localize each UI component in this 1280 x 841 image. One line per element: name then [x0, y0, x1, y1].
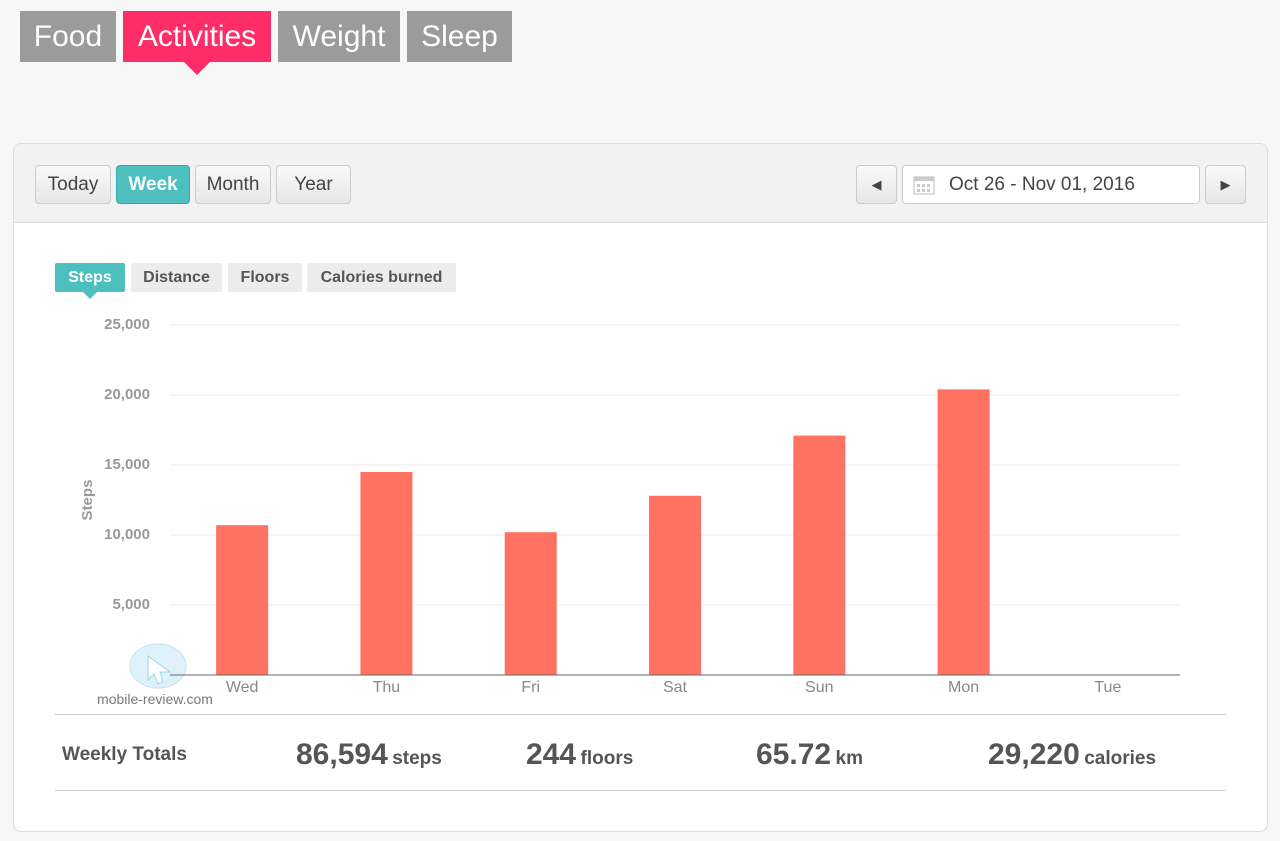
period-today[interactable]: Today [35, 165, 111, 204]
period-month[interactable]: Month [195, 165, 271, 204]
metric-steps[interactable]: Steps [55, 263, 125, 299]
total-unit: calories [1084, 748, 1157, 769]
panel [13, 143, 1268, 832]
watermark-icon [129, 643, 187, 689]
next-button[interactable]: ▶ [1205, 165, 1246, 204]
metric-distance[interactable]: Distance [131, 263, 222, 292]
x-tick-label: Fri [521, 679, 540, 696]
divider [55, 790, 1226, 791]
total-floors: 244 floors [526, 735, 633, 775]
period-year[interactable]: Year [276, 165, 351, 204]
bar [649, 495, 701, 675]
y-tick-label: 10,000 [104, 526, 150, 543]
y-axis-label: Steps [79, 480, 96, 521]
tab-weight[interactable]: Weight [278, 11, 400, 62]
prev-button[interactable]: ◀ [856, 165, 897, 204]
total-value: 29,220 [988, 738, 1080, 771]
bar [216, 525, 269, 675]
tab-food[interactable]: Food [20, 11, 116, 62]
total-distance: 65.72 km [756, 735, 863, 775]
divider [55, 714, 1226, 715]
metric-floors[interactable]: Floors [228, 263, 302, 292]
x-tick-label: Sun [805, 679, 833, 696]
tab-activities[interactable]: Activities [123, 11, 271, 75]
bar [504, 532, 557, 675]
x-tick-label: Tue [1094, 679, 1121, 696]
calendar-icon [913, 176, 935, 195]
total-unit: steps [392, 748, 442, 769]
chart: Steps mobile-review.com 5,000 10,000 15,00… [79, 316, 1180, 707]
total-unit: km [835, 748, 863, 769]
period-week[interactable]: Week [116, 165, 190, 204]
x-tick-label: Thu [373, 679, 401, 696]
total-value: 244 [526, 738, 577, 771]
x-tick-label: Sat [663, 679, 688, 696]
x-tick-label: Wed [226, 679, 259, 696]
date-range[interactable]: Oct 26 - Nov 01, 2016 [902, 165, 1200, 204]
y-tick-label: 20,000 [104, 386, 150, 403]
bar [360, 472, 413, 675]
y-tick-label: 25,000 [104, 316, 150, 333]
total-steps: 86,594 steps [296, 735, 442, 775]
watermark: mobile-review.com [97, 691, 213, 707]
total-calories: 29,220 calories [988, 735, 1156, 775]
total-unit: floors [580, 748, 634, 769]
total-value: 65.72 [756, 738, 832, 771]
y-tick-label: 5,000 [112, 596, 150, 613]
y-tick-label: 15,000 [104, 456, 150, 473]
total-value: 86,594 [296, 738, 388, 771]
metric-calories[interactable]: Calories burned [307, 263, 456, 292]
totals-label: Weekly Totals [62, 744, 187, 765]
x-tick-label: Mon [948, 679, 979, 696]
bar [793, 435, 846, 675]
bar [937, 389, 990, 675]
tab-sleep[interactable]: Sleep [407, 11, 512, 62]
